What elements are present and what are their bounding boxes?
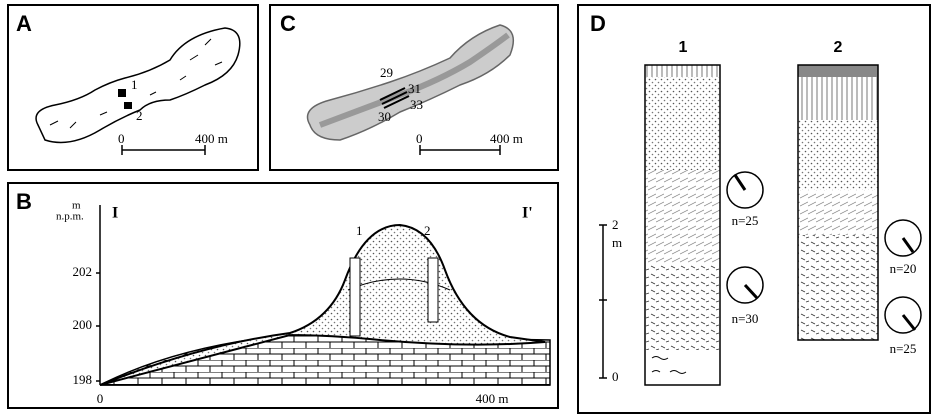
site-label: 1 <box>131 77 138 92</box>
profile-label: 1 <box>679 39 688 56</box>
rose-label: n=20 <box>890 261 917 276</box>
texture <box>49 38 223 129</box>
profile-label: 1 <box>356 223 363 238</box>
y-tick-label: 202 <box>73 264 93 279</box>
axis-unit: n.p.m. <box>56 211 84 223</box>
x-tick-label: 400 m <box>476 391 509 406</box>
section-end: I <box>112 205 118 222</box>
panel-label: B <box>16 189 32 214</box>
channel <box>318 32 510 128</box>
site-label: 31 <box>408 81 421 96</box>
rose-diagram <box>726 171 922 334</box>
rose-label: n=25 <box>890 341 917 356</box>
site-marker <box>124 102 132 109</box>
scale-label: 0 <box>612 369 619 384</box>
panel-frame <box>7 4 259 171</box>
scale-label: 0 <box>416 131 423 146</box>
profile-column <box>644 64 721 386</box>
site-label: 33 <box>410 97 423 112</box>
scale-label: 400 m <box>490 131 523 146</box>
scale-label: m <box>612 235 622 250</box>
rose-label: n=30 <box>732 311 759 326</box>
profile-column <box>797 64 879 341</box>
panel-label: C <box>280 11 296 36</box>
panel-b: B m n.p.m. I I' 1 2 202 200 198 0 400 m <box>7 182 559 409</box>
scale-bar <box>419 145 501 155</box>
section-end: I' <box>522 205 533 222</box>
panel-a: A 1 2 0 400 m <box>7 4 259 171</box>
scale-label: 2 <box>612 217 619 232</box>
panel-frame <box>269 4 559 171</box>
y-tick-label: 200 <box>73 317 93 332</box>
site-label: 30 <box>378 109 391 124</box>
panel-label: D <box>590 11 606 36</box>
site-label: 29 <box>380 65 393 80</box>
profile-label: 2 <box>834 39 843 56</box>
rose-label: n=25 <box>732 213 759 228</box>
profile-label: 2 <box>424 223 431 238</box>
profile-pit <box>427 257 439 323</box>
panel-d: D 1 2 2 m 0 n=25 n=30 n=20 n=25 <box>577 4 931 414</box>
panel-label: A <box>16 11 32 36</box>
x-tick-label: 0 <box>97 391 104 406</box>
panel-frame <box>7 182 559 409</box>
scale-bar <box>121 145 206 155</box>
scale-bar <box>599 224 607 379</box>
profile-pit <box>349 257 361 337</box>
site-outline <box>35 27 241 144</box>
site-label: 2 <box>136 108 143 123</box>
axes <box>96 205 550 386</box>
panel-frame <box>577 4 931 414</box>
site-marker <box>118 89 126 97</box>
trench <box>379 87 410 109</box>
panel-c: C 29 31 33 30 0 400 m <box>269 4 559 171</box>
scale-label: 400 m <box>195 131 228 146</box>
axis-unit: m <box>72 200 81 212</box>
y-tick-label: 198 <box>73 372 93 387</box>
scale-label: 0 <box>118 131 125 146</box>
